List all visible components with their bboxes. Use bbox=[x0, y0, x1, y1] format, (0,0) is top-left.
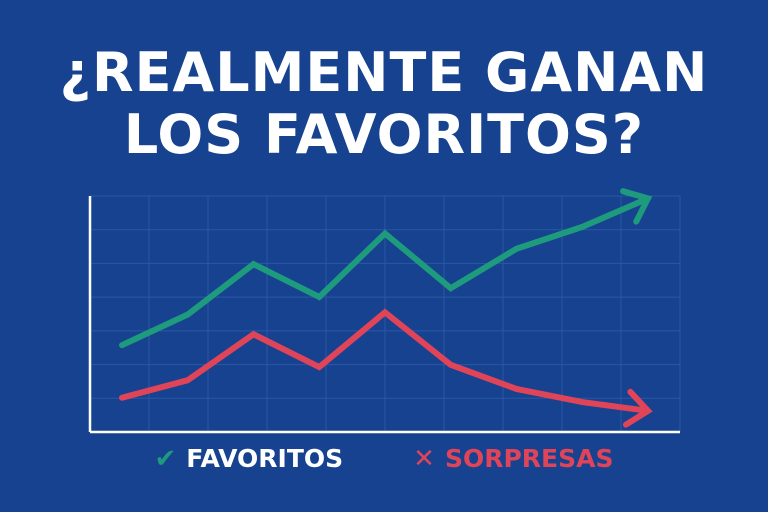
arrow-head-up-favoritos bbox=[620, 188, 653, 225]
legend-item-favoritos: ✔ FAVORITOS bbox=[154, 444, 343, 473]
legend-item-sorpresas: ✕ SORPRESAS bbox=[413, 444, 613, 473]
legend-label-favoritos: FAVORITOS bbox=[186, 444, 344, 473]
arrow-head-down-sorpresas bbox=[622, 388, 653, 428]
title-line-2: LOS FAVORITOS? bbox=[123, 103, 645, 166]
chart-series bbox=[119, 188, 653, 428]
check-icon: ✔ bbox=[154, 443, 177, 474]
cross-icon: ✕ bbox=[413, 443, 435, 474]
chart-axes bbox=[88, 196, 680, 434]
series-line-sorpresas bbox=[119, 308, 646, 414]
title-line-1: ¿REALMENTE GANAN bbox=[59, 41, 709, 104]
chart-legend: ✔ FAVORITOS ✕ SORPRESAS bbox=[0, 444, 768, 473]
series-line-favoritos bbox=[119, 197, 646, 349]
legend-label-sorpresas: SORPRESAS bbox=[444, 444, 614, 473]
page-title: ¿REALMENTE GANAN LOS FAVORITOS? bbox=[0, 42, 768, 166]
